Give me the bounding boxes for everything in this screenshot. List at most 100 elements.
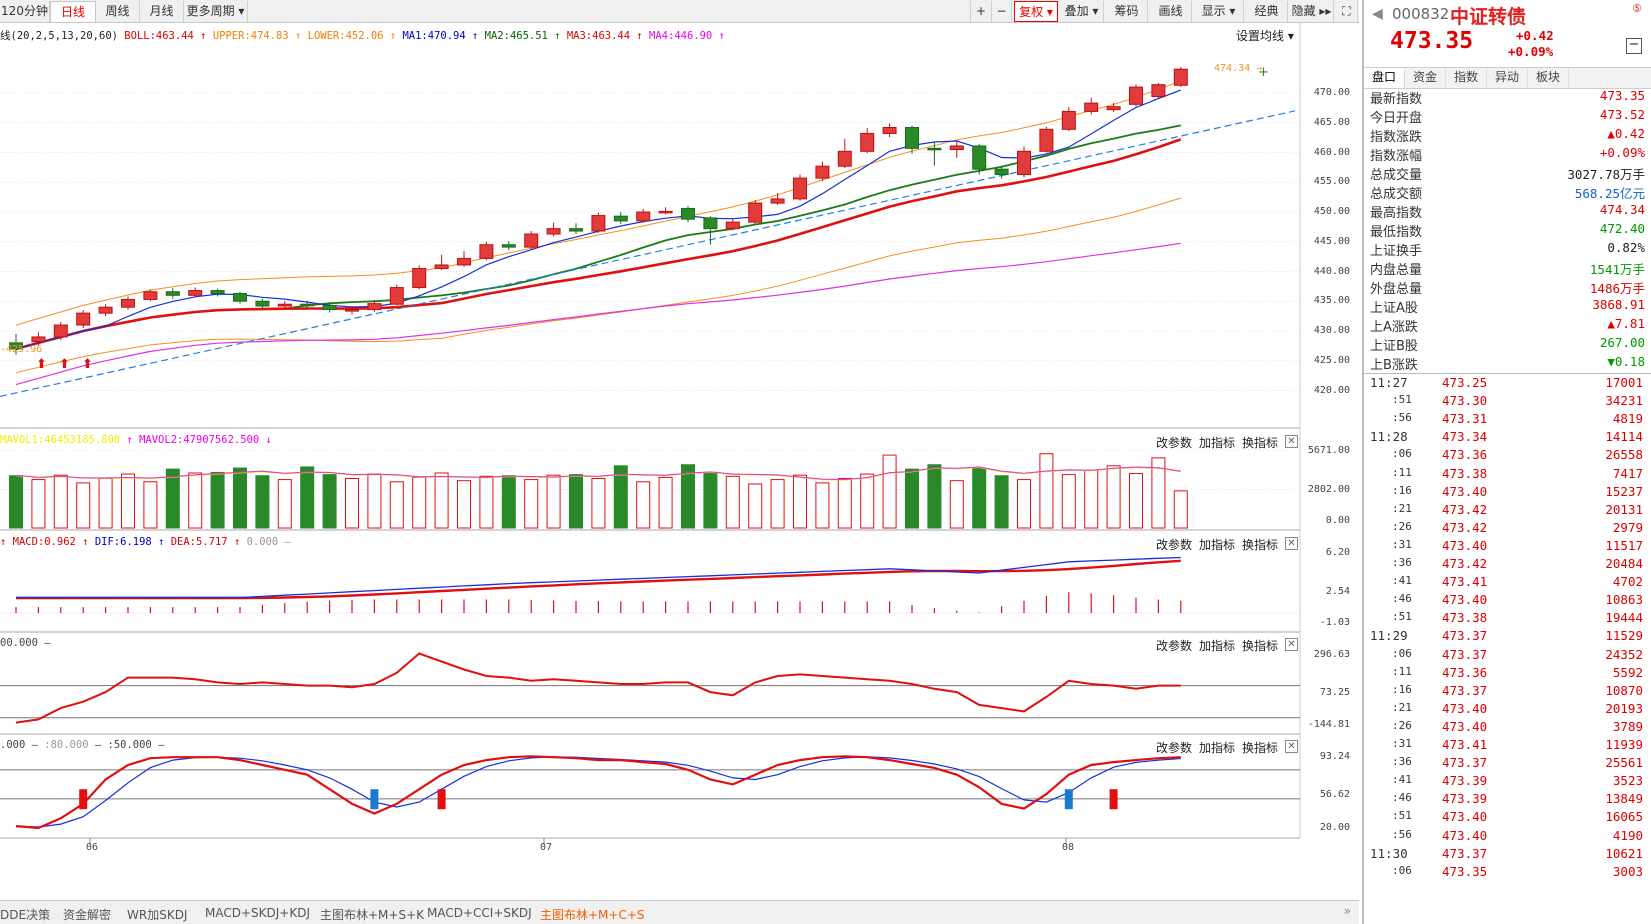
indicator-tab[interactable]: 资金解密	[63, 908, 112, 922]
tick-row: :41 473.41 4702	[1368, 574, 1649, 593]
stats-divider	[1364, 373, 1651, 374]
panel-add-button[interactable]: 加指标	[1199, 741, 1236, 755]
toolbar-button[interactable]: 隐藏 ▸▸	[1290, 1, 1334, 22]
prev-stock-icon[interactable]: ◀	[1372, 6, 1383, 22]
tick-volume: 3003	[1612, 863, 1643, 879]
volume-bar	[277, 479, 292, 529]
toolbar-button[interactable]: 画线	[1150, 1, 1192, 22]
panel-change-button[interactable]: 改参数	[1156, 436, 1193, 450]
indicator-tab[interactable]: DDE决策	[0, 908, 51, 922]
panel-swap-button[interactable]: 换指标	[1242, 741, 1279, 755]
tick-time: :51	[1392, 393, 1412, 407]
volume-bar	[882, 454, 897, 529]
volume-bar	[165, 468, 180, 529]
volume-bar	[322, 474, 337, 529]
stock-code: 000832	[1392, 5, 1450, 23]
candle-body	[76, 312, 91, 326]
candle-body	[860, 132, 875, 152]
fullscreen-icon[interactable]: ⛶	[1336, 1, 1358, 22]
tick-row: :56 473.31 4819	[1368, 411, 1649, 430]
panel-swap-button[interactable]: 换指标	[1242, 436, 1279, 450]
tick-price: 473.41	[1442, 737, 1488, 752]
period-tab[interactable]: 日线	[50, 1, 96, 22]
toolbar-button[interactable]: 复权 ▾	[1014, 1, 1058, 22]
candle-body	[994, 168, 1009, 176]
y-axis-label: 20.00	[1319, 822, 1350, 833]
tick-price: 473.40	[1442, 537, 1488, 553]
tick-price: 473.31	[1442, 411, 1488, 427]
tick-price: 473.42	[1442, 556, 1488, 571]
tick-volume: 14114	[1605, 429, 1643, 445]
tick-price: 473.38	[1442, 465, 1488, 481]
tick-volume: 16065	[1605, 809, 1643, 825]
volume-bar	[837, 477, 852, 529]
period-tab[interactable]: 周线	[96, 1, 140, 22]
stat-label: 最高指数	[1370, 206, 1423, 221]
quote-tab[interactable]: 异动	[1487, 68, 1528, 88]
kdj-signal-marker	[1109, 789, 1118, 810]
stat-row: 上证换手 0.82%	[1370, 240, 1645, 259]
kline-chart[interactable]: 474.34 →+-425.96⬆ ⬆ ⬆06 07 08	[0, 0, 1359, 870]
volume-bar	[815, 482, 830, 529]
panel-swap-button[interactable]: 换指标	[1242, 538, 1279, 552]
stat-value: 473.35	[1599, 88, 1645, 103]
toolbar-button[interactable]: 显示 ▾	[1194, 1, 1244, 22]
indicator-tab[interactable]: 主图布林+M+C+S	[540, 908, 645, 922]
quote-tab[interactable]: 板块	[1528, 68, 1569, 88]
mavol2-value: MAVOL2:47907562.500	[139, 434, 260, 446]
panel-change-button[interactable]: 改参数	[1156, 741, 1193, 755]
zoom-out-button[interactable]: −	[992, 1, 1012, 22]
kdj-k-value: .000	[0, 739, 26, 751]
collapse-icon[interactable]: −	[1626, 38, 1642, 54]
toolbar-button[interactable]: 筹码	[1106, 1, 1148, 22]
tick-volume: 25561	[1605, 755, 1643, 771]
panel-swap-button[interactable]: 换指标	[1242, 639, 1279, 653]
close-panel-icon[interactable]: ✕	[1285, 740, 1298, 753]
candle-body	[165, 291, 180, 296]
indicator-tab[interactable]: WR加SKDJ	[127, 908, 188, 922]
quote-tab[interactable]: 盘口	[1364, 68, 1405, 88]
set-ma-button[interactable]: 设置均线 ▾	[1236, 29, 1294, 43]
panel-add-button[interactable]: 加指标	[1199, 639, 1236, 653]
stat-label: 指数涨幅	[1370, 149, 1423, 164]
volume-bar	[300, 466, 315, 529]
kdj-header: .000 – :80.000 – :50.000 –	[0, 739, 165, 751]
scroll-right-icon[interactable]: »	[1343, 904, 1351, 918]
candle-body	[949, 145, 964, 151]
zoom-in-button[interactable]: +	[970, 1, 992, 22]
panel-change-button[interactable]: 改参数	[1156, 639, 1193, 653]
tick-row: :31 473.41 11939	[1368, 737, 1649, 756]
indicator-tab[interactable]: 主图布林+M+S+K	[320, 908, 425, 922]
toolbar-button[interactable]: 叠加 ▾	[1060, 1, 1104, 22]
kdj-j-value: :50.000	[107, 739, 152, 751]
candle-body	[1017, 150, 1031, 176]
tick-time: :26	[1392, 718, 1412, 732]
tick-volume: 26558	[1605, 447, 1643, 463]
tick-volume: 3789	[1612, 718, 1643, 734]
panel-add-button[interactable]: 加指标	[1199, 436, 1236, 450]
ma4-value: MA4:446.90	[649, 30, 713, 42]
stat-value: 0.82%	[1607, 240, 1645, 255]
close-panel-icon[interactable]: ✕	[1285, 435, 1298, 448]
indicator-tab[interactable]: MACD+SKDJ+KDJ	[205, 906, 310, 920]
candle-body	[972, 145, 987, 170]
close-panel-icon[interactable]: ✕	[1285, 537, 1298, 550]
candle-body	[927, 147, 942, 151]
volume-bar	[143, 481, 158, 529]
close-panel-icon[interactable]: ✕	[1285, 638, 1298, 651]
period-tab[interactable]: 120分钟	[0, 1, 50, 22]
panel-change-button[interactable]: 改参数	[1156, 538, 1193, 552]
stat-label: 最低指数	[1370, 225, 1423, 240]
toolbar-button[interactable]: 经典	[1246, 1, 1288, 22]
panel-add-button[interactable]: 加指标	[1199, 538, 1236, 552]
period-tab[interactable]: 更多周期 ▾	[184, 1, 248, 22]
candle-body	[1129, 86, 1143, 105]
period-tab[interactable]: 月线	[140, 1, 184, 22]
tick-row: :21 473.42 20131	[1368, 502, 1649, 521]
quote-tab[interactable]: 资金	[1405, 68, 1446, 88]
quote-tab[interactable]: 指数	[1446, 68, 1487, 88]
stat-row: 上B涨跌 ▼0.18	[1370, 354, 1645, 373]
favorite-icon[interactable]: ⑤	[1632, 2, 1642, 15]
tick-volume: 2979	[1612, 519, 1643, 535]
indicator-tab[interactable]: MACD+CCI+SKDJ	[427, 906, 532, 920]
